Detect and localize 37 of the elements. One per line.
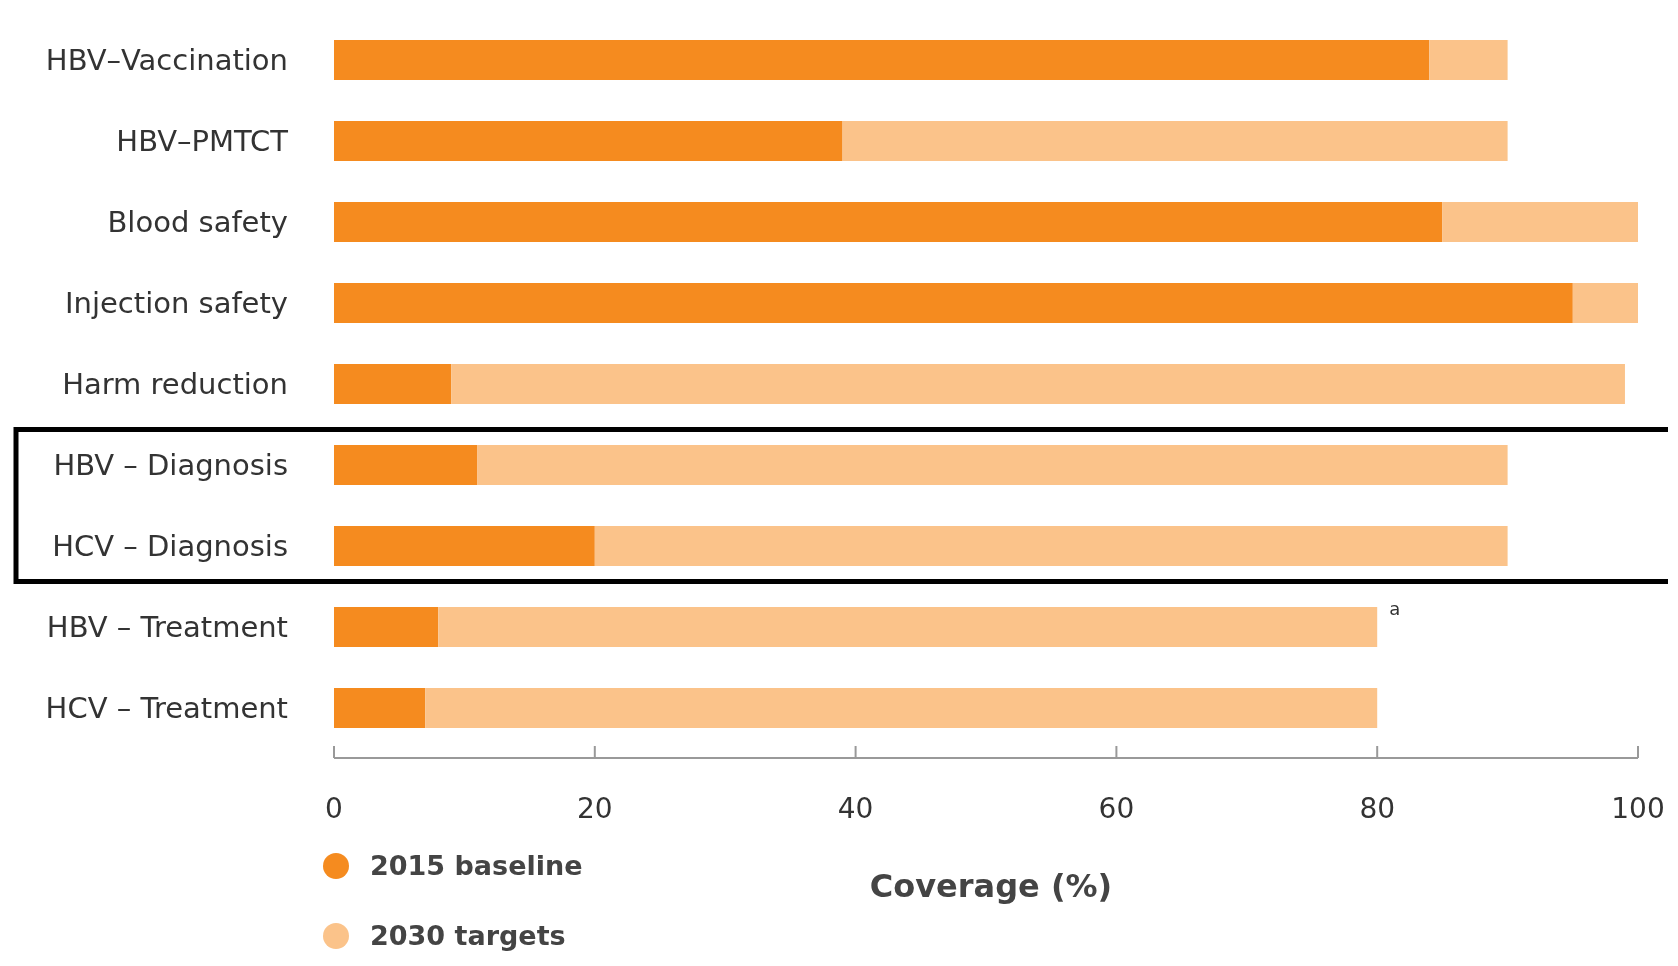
bar <box>334 121 843 161</box>
y-tick-label: HCV – Treatment <box>45 691 288 726</box>
bar <box>842 121 1508 161</box>
x-tick-label: 40 <box>837 792 874 825</box>
bar <box>1429 40 1508 80</box>
bar <box>594 526 1508 566</box>
annotation: a <box>1389 598 1401 619</box>
x-axis-title: Coverage (%) <box>869 867 1113 906</box>
bar <box>334 688 426 728</box>
x-tick-label: 60 <box>1098 792 1135 825</box>
bar <box>1572 283 1638 323</box>
y-tick-label: HBV – Diagnosis <box>53 448 288 483</box>
bar <box>334 202 1443 242</box>
x-tick-label: 80 <box>1359 792 1396 825</box>
legend-label: 2030 targets <box>370 920 566 952</box>
bar <box>477 445 1508 485</box>
y-tick-label: HBV–PMTCT <box>116 124 289 159</box>
bar <box>438 607 1378 647</box>
bar <box>451 364 1625 404</box>
bar <box>334 40 1430 80</box>
x-tick-label: 100 <box>1611 792 1665 825</box>
legend-label: 2015 baseline <box>370 850 583 882</box>
x-tick-label: 20 <box>576 792 613 825</box>
bar <box>334 283 1573 323</box>
y-tick-label: HBV – Treatment <box>46 610 288 645</box>
bar <box>334 445 478 485</box>
y-tick-label: Harm reduction <box>62 367 288 402</box>
y-tick-label: HCV – Diagnosis <box>52 529 288 564</box>
y-tick-label: HBV–Vaccination <box>45 43 288 78</box>
bar <box>1442 202 1638 242</box>
y-tick-label: Blood safety <box>107 205 288 240</box>
bar <box>334 364 452 404</box>
bar <box>425 688 1378 728</box>
y-tick-label: Injection safety <box>64 286 288 321</box>
bar <box>334 607 439 647</box>
bar <box>334 526 595 566</box>
x-tick-label: 0 <box>325 792 343 825</box>
